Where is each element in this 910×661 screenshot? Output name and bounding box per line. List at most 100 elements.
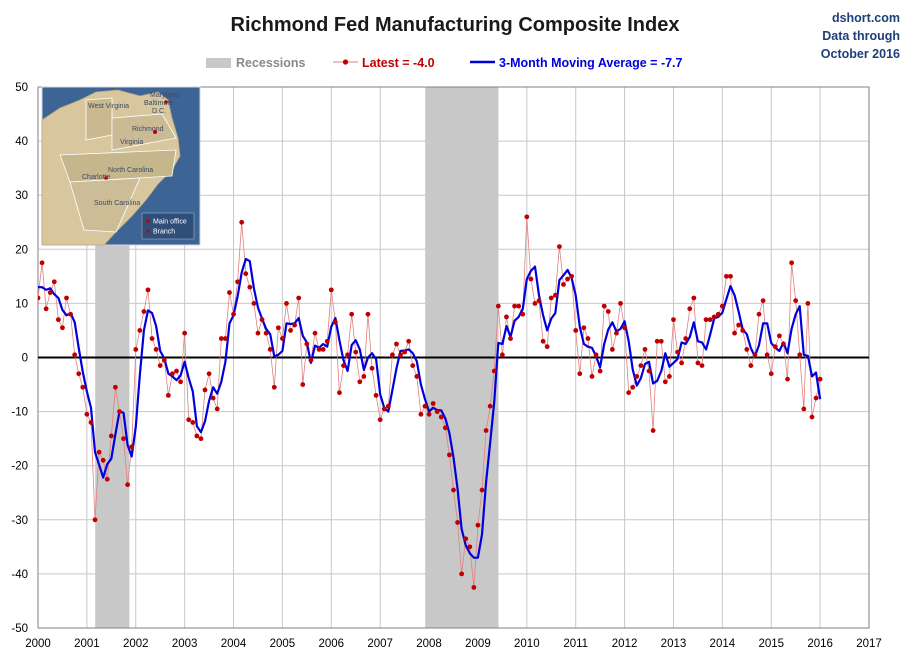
monthly-point <box>434 409 440 414</box>
monthly-point <box>280 336 285 341</box>
monthly-point <box>601 303 607 309</box>
monthly-point <box>630 384 636 390</box>
monthly-point <box>467 544 473 550</box>
monthly-point <box>38 295 41 301</box>
monthly-point <box>100 457 106 463</box>
legend: Recessions Latest = -4.0 3-Month Moving … <box>206 56 683 70</box>
monthly-point <box>222 336 228 341</box>
monthly-point <box>573 328 579 333</box>
monthly-point <box>206 371 212 377</box>
map-label-south-carolina: South Carolina <box>94 200 140 207</box>
monthly-point <box>394 341 399 347</box>
monthly-point <box>732 330 737 336</box>
map-key-box <box>141 212 195 240</box>
x-tick-label-2017: 2017 <box>856 638 882 650</box>
monthly-point <box>642 346 648 352</box>
monthly-point <box>300 382 306 387</box>
monthly-point <box>418 411 424 417</box>
monthly-point <box>785 376 790 382</box>
y-tick-label--10: -10 <box>11 407 28 419</box>
monthly-point <box>544 344 550 350</box>
monthly-point <box>683 336 689 341</box>
monthly-point <box>312 330 318 336</box>
monthly-point <box>752 352 758 358</box>
source-site: dshort.com <box>832 11 900 25</box>
monthly-point <box>463 536 469 542</box>
x-tick-label-2002: 2002 <box>123 638 149 650</box>
y-axis-ticks: 50 40 30 20 10 0 -10 -20 -30 -40 -50 <box>11 82 28 635</box>
monthly-point <box>186 417 192 423</box>
monthly-point <box>117 409 122 414</box>
monthly-point <box>447 452 452 458</box>
monthly-point <box>483 428 489 433</box>
monthly-point <box>622 325 627 331</box>
monthly-point <box>121 436 126 442</box>
monthly-point <box>638 363 644 369</box>
monthly-point <box>373 392 379 398</box>
monthly-point <box>646 368 652 374</box>
monthly-point <box>292 322 298 328</box>
y-tick-label-40: 40 <box>15 136 28 148</box>
monthly-point <box>284 301 289 306</box>
map-baltimore-marker <box>164 100 168 104</box>
monthly-point <box>271 384 277 390</box>
monthly-point <box>414 374 420 379</box>
monthly-point <box>662 379 668 385</box>
monthly-point <box>377 417 383 423</box>
monthly-point <box>756 311 762 317</box>
monthly-point <box>194 433 200 439</box>
monthly-point <box>84 411 90 417</box>
monthly-point <box>520 311 526 317</box>
monthly-point <box>565 276 570 282</box>
monthly-point <box>202 387 208 393</box>
monthly-point <box>60 325 65 331</box>
monthly-point <box>707 317 713 323</box>
map-label-maryland: Maryland <box>150 92 179 99</box>
monthly-point <box>703 317 709 323</box>
monthly-point <box>385 403 391 409</box>
monthly-point <box>296 295 302 301</box>
monthly-point <box>504 314 509 320</box>
monthly-point <box>675 349 680 355</box>
monthly-point <box>263 330 269 336</box>
monthly-point <box>328 287 334 293</box>
monthly-point <box>389 352 395 358</box>
monthly-point <box>267 346 273 352</box>
monthly-point <box>68 311 73 317</box>
monthly-point <box>764 352 770 358</box>
monthly-point <box>679 360 685 366</box>
monthly-point <box>353 349 359 355</box>
map-label-charlotte: Charlotte <box>82 174 111 181</box>
x-tick-label-2006: 2006 <box>318 638 344 650</box>
monthly-point <box>320 346 326 352</box>
map-label-west-virginia: West Virginia <box>88 103 129 110</box>
monthly-point <box>157 363 163 369</box>
monthly-point <box>671 317 676 323</box>
monthly-point <box>174 368 179 374</box>
map-label-richmond: Richmond <box>132 126 164 133</box>
monthly-point <box>687 306 693 312</box>
map-key-main-office: Main office <box>153 219 187 226</box>
x-tick-label-2000: 2000 <box>25 638 51 650</box>
monthly-point <box>736 322 742 328</box>
y-tick-label-10: 10 <box>15 298 28 310</box>
monthly-point <box>719 303 725 309</box>
monthly-point <box>801 406 807 412</box>
monthly-point <box>108 433 114 439</box>
monthly-point <box>711 314 717 320</box>
monthly-point <box>789 260 795 266</box>
monthly-point <box>536 298 542 304</box>
monthly-point <box>80 384 86 390</box>
monthly-point <box>190 420 196 425</box>
y-tick-label--40: -40 <box>11 569 28 581</box>
monthly-point <box>491 368 497 374</box>
monthly-point <box>605 309 611 314</box>
monthly-point <box>781 341 786 347</box>
monthly-point <box>165 392 171 398</box>
monthly-point <box>426 411 432 417</box>
x-tick-label-2003: 2003 <box>172 638 198 650</box>
monthly-point <box>495 303 501 309</box>
series-layer <box>38 214 823 590</box>
monthly-point <box>251 301 257 306</box>
monthly-point <box>43 306 49 312</box>
